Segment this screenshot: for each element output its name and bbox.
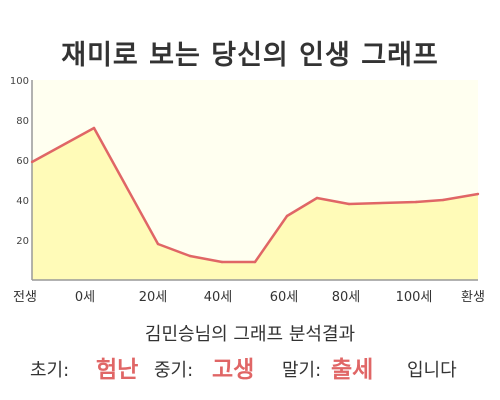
data-point-3	[188, 254, 192, 258]
y-tick-label-60: 60	[16, 156, 29, 167]
middle-period-result: 고생	[212, 357, 255, 383]
analysis-result-row: 초기: 험난 중기: 고생 말기: 출세 입니다	[0, 346, 500, 386]
y-tick-label-80: 80	[16, 116, 29, 127]
series-line	[31, 126, 479, 264]
y-tick-label-40: 40	[16, 196, 29, 207]
data-point-2	[156, 242, 160, 246]
x-tick-label-6: 100세	[396, 290, 433, 305]
data-point-8	[347, 202, 351, 206]
x-tick-label-3: 40세	[204, 290, 233, 305]
early-period-result: 험난	[96, 357, 139, 383]
data-point-11	[476, 192, 480, 196]
x-tick-label-2: 20세	[139, 290, 168, 305]
late-period-result: 출세	[331, 357, 374, 383]
y-tick-label-20: 20	[16, 236, 29, 247]
data-point-10	[441, 198, 445, 202]
x-tick-label-5: 80세	[332, 290, 361, 305]
x-tick-label-0: 전생	[13, 290, 37, 305]
x-tick-label-7: 환생	[461, 290, 485, 305]
data-point-5	[253, 260, 257, 264]
data-point-1	[92, 126, 96, 130]
data-point-0	[30, 160, 34, 164]
data-point-7	[315, 196, 319, 200]
data-point-6	[285, 214, 289, 218]
middle-period-label: 중기:	[154, 360, 194, 381]
data-point-9	[414, 200, 418, 204]
y-tick-label-100: 100	[10, 76, 29, 87]
x-tick-label-1: 0세	[75, 290, 95, 305]
x-tick-label-4: 60세	[270, 290, 299, 305]
data-point-4	[220, 260, 224, 264]
analysis-title: 김민승님의 그래프 분석결과	[144, 324, 356, 345]
series-area-fill	[32, 128, 478, 280]
chart-title: 재미로 보는 당신의 인생 그래프	[61, 40, 439, 71]
result-ending: 입니다	[407, 360, 457, 381]
early-period-label: 초기:	[30, 360, 70, 381]
late-period-label: 말기:	[282, 360, 322, 381]
